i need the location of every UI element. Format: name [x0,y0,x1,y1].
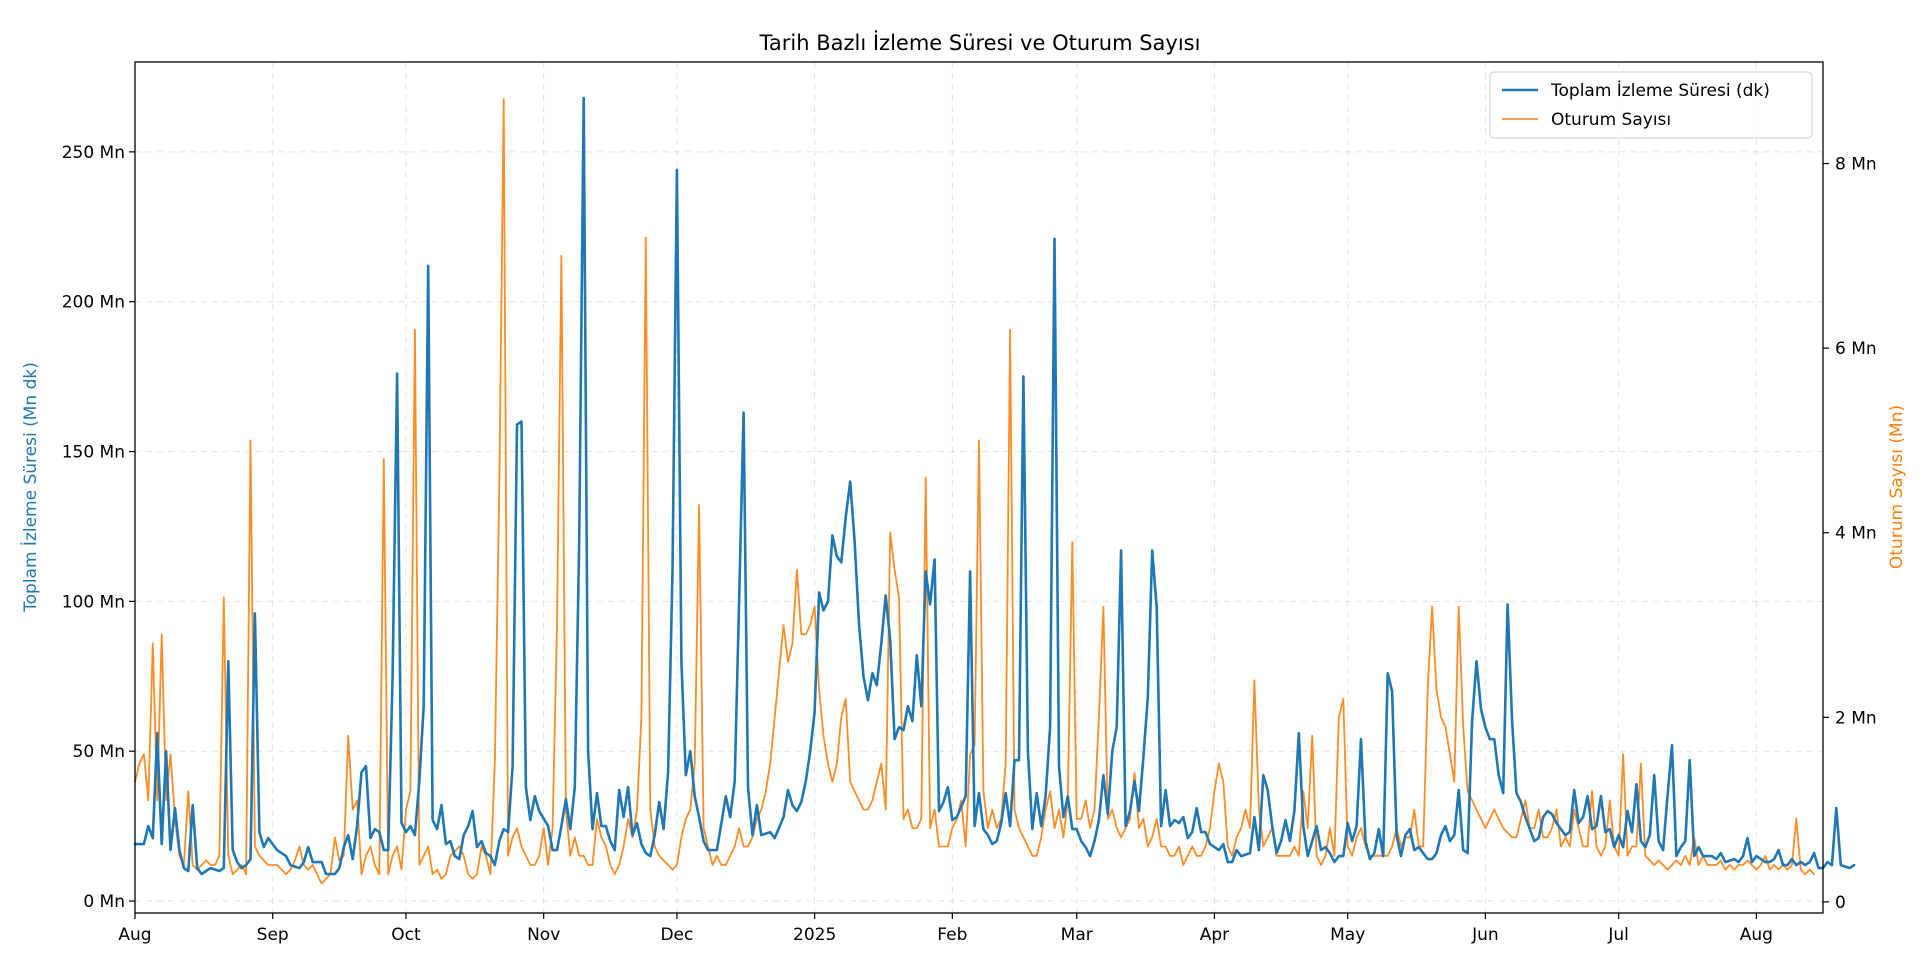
y-axis-left: 0 Mn 50 Mn 100 Mn 150 Mn 200 Mn 250 Mn [62,143,135,912]
x-tick-label: Apr [1200,925,1229,945]
y-right-tick-label: 8 Mn [1835,155,1877,175]
legend-label-watch-time: Toplam İzleme Süresi (dk) [1550,80,1770,101]
x-tick-label: Jun [1471,925,1499,945]
y-left-tick-label: 50 Mn [73,742,125,762]
y-right-tick-label: 4 Mn [1835,524,1877,544]
plot-frame [134,61,1824,914]
legend-box [1489,71,1813,139]
legend-label-sessions: Oturum Sayısı [1551,110,1671,130]
x-tick-label: Aug [1740,925,1773,945]
x-tick-label: Aug [118,925,151,945]
y-right-tick-label: 0 [1835,893,1846,913]
y-left-tick-label: 200 Mn [62,293,125,313]
x-tick-label: May [1330,925,1365,945]
x-tick-label: Nov [527,925,560,945]
series-line-watch-time [133,96,1856,876]
y-left-tick-label: 150 Mn [62,443,125,463]
y-left-tick-label: 0 Mn [83,892,125,912]
x-tick-label: Mar [1061,925,1093,945]
y-axis-left-label: Toplam İzleme Süresi (Mn dk) [20,362,41,613]
x-tick-label: Jul [1607,925,1629,945]
chart-title: Tarih Bazlı İzleme Süresi ve Oturum Sayı… [759,30,1201,55]
x-tick-label: 2025 [793,925,836,945]
x-tick-label: Oct [391,925,421,945]
series-layer [133,96,1856,885]
y-left-tick-label: 100 Mn [62,592,125,612]
y-right-tick-label: 6 Mn [1835,339,1877,359]
y-axis-right-label: Oturum Sayısı (Mn) [1887,405,1907,569]
y-axis-right: 0 2 Mn 4 Mn 6 Mn 8 Mn [1823,155,1877,913]
y-right-tick-label: 2 Mn [1835,708,1877,728]
y-left-tick-label: 250 Mn [62,143,125,163]
x-tick-label: Feb [937,925,967,945]
x-tick-label: Sep [257,925,289,945]
x-tick-label: Dec [660,925,693,945]
legend: Toplam İzleme Süresi (dk) Oturum Sayısı [1489,71,1813,139]
x-axis: Aug Sep Oct Nov Dec 2025 Feb Mar Apr May Jun Jul Aug [118,913,1773,945]
